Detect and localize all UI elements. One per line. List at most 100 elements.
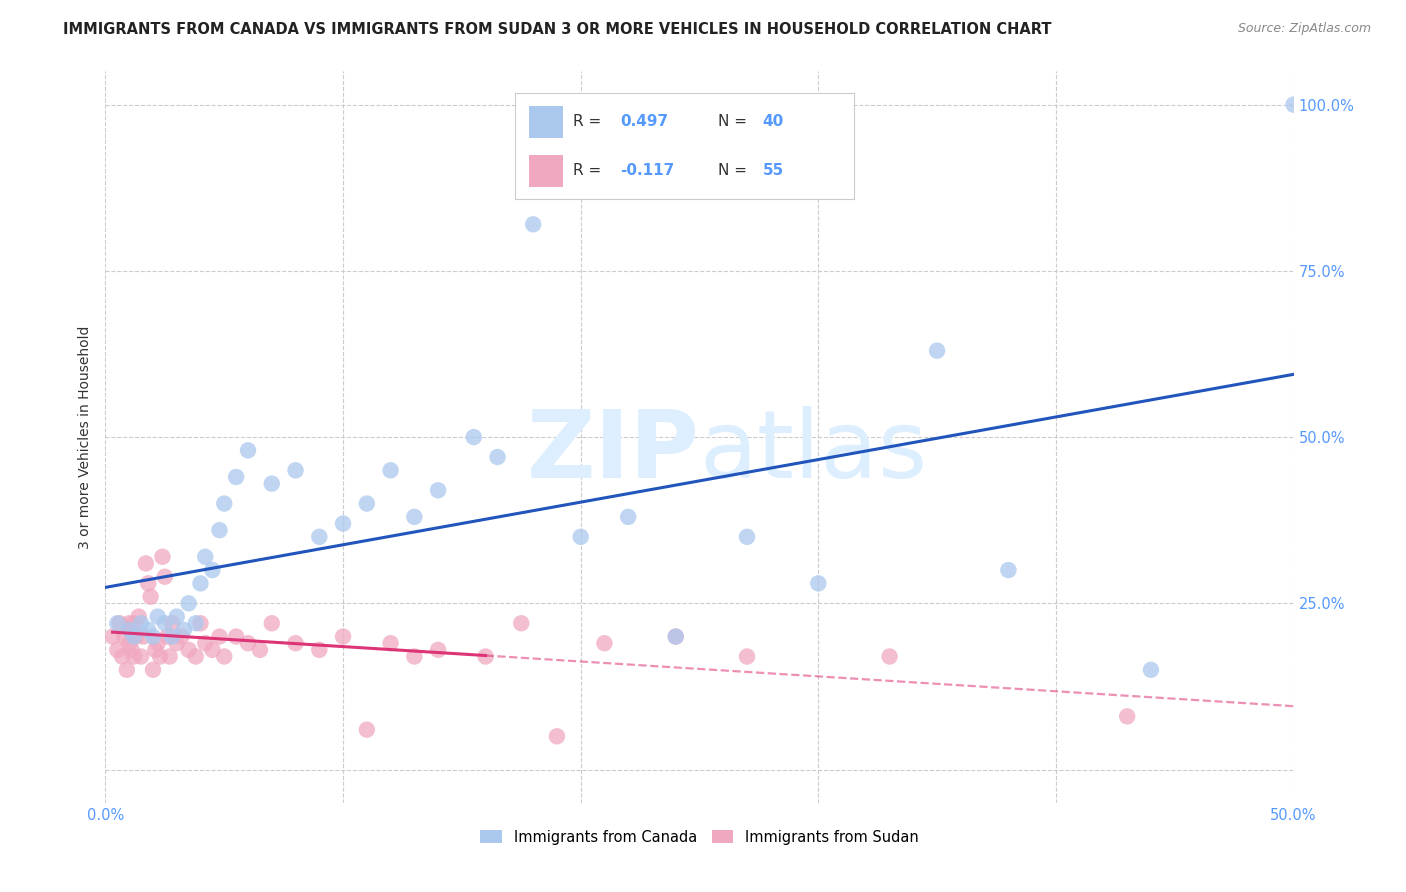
Point — [463, 430, 485, 444]
Point — [427, 483, 450, 498]
Point — [122, 649, 145, 664]
Text: IMMIGRANTS FROM CANADA VS IMMIGRANTS FROM SUDAN 3 OR MORE VEHICLES IN HOUSEHOLD : IMMIGRANTS FROM CANADA VS IMMIGRANTS FRO… — [63, 22, 1052, 37]
Point — [474, 649, 496, 664]
Point — [225, 630, 247, 644]
Point — [214, 649, 236, 664]
Point — [118, 636, 141, 650]
Point — [201, 643, 224, 657]
Point — [177, 643, 200, 657]
Point — [380, 463, 402, 477]
Y-axis label: 3 or more Vehicles in Household: 3 or more Vehicles in Household — [79, 326, 93, 549]
Point — [510, 616, 533, 631]
Point — [114, 630, 136, 644]
Point — [225, 470, 247, 484]
Point — [105, 643, 128, 657]
Point — [143, 643, 166, 657]
Point — [122, 630, 145, 644]
Point — [160, 616, 183, 631]
Point — [159, 649, 181, 664]
Point — [129, 616, 152, 631]
Point — [166, 636, 188, 650]
Point — [427, 643, 450, 657]
Point — [142, 663, 165, 677]
Point — [136, 576, 159, 591]
Point — [735, 530, 758, 544]
Point — [160, 630, 183, 644]
Point — [1116, 709, 1139, 723]
Point — [156, 630, 179, 644]
Point — [208, 630, 231, 644]
Point — [284, 636, 307, 650]
Point — [486, 450, 509, 464]
Legend: Immigrants from Canada, Immigrants from Sudan: Immigrants from Canada, Immigrants from … — [474, 823, 925, 850]
Point — [665, 630, 688, 644]
Point — [184, 649, 207, 664]
Point — [332, 630, 354, 644]
Point — [356, 497, 378, 511]
Point — [284, 463, 307, 477]
Point — [170, 630, 193, 644]
Point — [101, 630, 124, 644]
Point — [128, 609, 150, 624]
Point — [129, 649, 152, 664]
Point — [665, 630, 688, 644]
Text: Source: ZipAtlas.com: Source: ZipAtlas.com — [1237, 22, 1371, 36]
Point — [997, 563, 1019, 577]
Point — [260, 476, 283, 491]
Point — [118, 616, 141, 631]
Point — [356, 723, 378, 737]
Point — [146, 609, 169, 624]
Point — [136, 623, 159, 637]
Point — [115, 663, 138, 677]
Point — [1140, 663, 1163, 677]
Point — [190, 576, 212, 591]
Point — [1282, 97, 1305, 112]
Point — [260, 616, 283, 631]
Point — [111, 649, 134, 664]
Point — [166, 609, 188, 624]
Point — [194, 549, 217, 564]
Point — [146, 636, 169, 650]
Point — [135, 557, 157, 571]
Text: ZIP: ZIP — [527, 406, 700, 498]
Point — [177, 596, 200, 610]
Point — [105, 616, 128, 631]
Point — [546, 729, 568, 743]
Text: atlas: atlas — [700, 406, 928, 498]
Point — [194, 636, 217, 650]
Point — [201, 563, 224, 577]
Point — [153, 570, 176, 584]
Point — [152, 549, 174, 564]
Point — [139, 590, 162, 604]
Point — [122, 616, 145, 631]
Point — [236, 636, 259, 650]
Point — [190, 616, 212, 631]
Point — [149, 649, 172, 664]
Point — [184, 616, 207, 631]
Point — [308, 530, 330, 544]
Point — [249, 643, 271, 657]
Point — [214, 497, 236, 511]
Point — [404, 649, 426, 664]
Point — [236, 443, 259, 458]
Point — [208, 523, 231, 537]
Point — [593, 636, 616, 650]
Point — [118, 623, 141, 637]
Point — [617, 509, 640, 524]
Point — [380, 636, 402, 650]
Point — [125, 630, 148, 644]
Point — [404, 509, 426, 524]
Point — [332, 516, 354, 531]
Point — [925, 343, 948, 358]
Point — [132, 630, 155, 644]
Point — [308, 643, 330, 657]
Point — [569, 530, 592, 544]
Point — [108, 616, 131, 631]
Point — [142, 630, 165, 644]
Point — [735, 649, 758, 664]
Point — [879, 649, 901, 664]
Point — [173, 623, 195, 637]
Point — [153, 616, 176, 631]
Point — [807, 576, 830, 591]
Point — [522, 217, 544, 231]
